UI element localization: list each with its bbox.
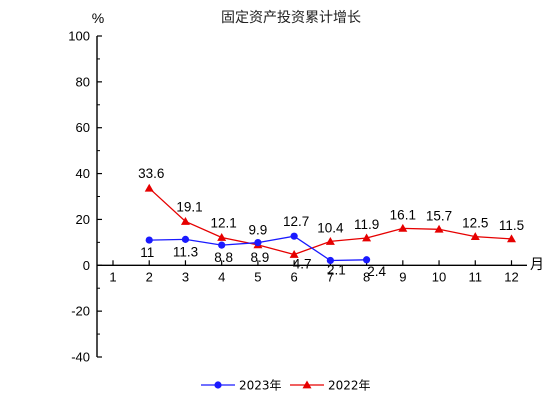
series-point bbox=[145, 236, 153, 244]
series-point bbox=[144, 183, 154, 192]
x-tick-label: 4 bbox=[218, 269, 225, 284]
series-point bbox=[289, 250, 299, 258]
data-label: 10.4 bbox=[317, 220, 344, 235]
data-label: 16.1 bbox=[390, 207, 416, 222]
y-axis-ticks: 100 80 60 40 20 0 -20 -40 bbox=[68, 29, 102, 365]
x-tick-label: 11 bbox=[469, 269, 483, 284]
data-label: 8.9 bbox=[251, 250, 270, 265]
x-tick-label: 5 bbox=[254, 269, 261, 284]
y-tick-label: 100 bbox=[68, 29, 90, 44]
series-point bbox=[362, 233, 372, 242]
series-point bbox=[507, 234, 516, 243]
series-point bbox=[326, 256, 334, 265]
y-tick-label: 20 bbox=[76, 212, 90, 227]
y-tick-label: 0 bbox=[83, 258, 90, 273]
x-tick-label: 2 bbox=[146, 269, 153, 284]
data-label: 9.9 bbox=[249, 223, 268, 238]
x-axis-ticks: 1 2 3 4 5 6 7 8 9 10 11 12 bbox=[109, 260, 519, 284]
series-point bbox=[362, 256, 371, 264]
x-tick-label: 8 bbox=[363, 269, 370, 284]
data-label: 2.1 bbox=[327, 262, 346, 277]
y-tick-label: 40 bbox=[76, 166, 90, 181]
y-tick-label: -20 bbox=[71, 304, 90, 319]
data-label: 2.4 bbox=[367, 264, 386, 279]
data-label: 33.6 bbox=[138, 166, 164, 181]
plot-series bbox=[144, 183, 516, 265]
series-point bbox=[290, 232, 298, 240]
data-label: 11.3 bbox=[173, 244, 198, 259]
legend-label: 2023年 bbox=[239, 379, 282, 393]
legend: 2023年 2022年 bbox=[201, 379, 371, 393]
series-point bbox=[398, 223, 408, 232]
data-label: 15.7 bbox=[426, 208, 452, 223]
y-tick-label: 60 bbox=[76, 120, 90, 135]
data-label: 4.7 bbox=[293, 257, 312, 272]
series-point bbox=[254, 238, 262, 247]
data-label: 8.8 bbox=[214, 250, 233, 265]
data-label: 19.1 bbox=[176, 199, 202, 214]
data-labels: 33.6 19.1 12.1 8.9 4.7 10.4 11.9 16.1 15.7 12.5 11… bbox=[138, 166, 524, 279]
data-label: 11 bbox=[140, 245, 154, 260]
series-point bbox=[325, 236, 335, 245]
x-tick-label: 1 bbox=[109, 269, 116, 284]
x-tick-label: 6 bbox=[291, 269, 298, 284]
x-tick-label: 9 bbox=[399, 269, 406, 284]
legend-marker bbox=[302, 380, 312, 389]
x-tick-label: 12 bbox=[504, 269, 518, 284]
data-label: 11.9 bbox=[354, 217, 379, 232]
y-tick-label: -40 bbox=[71, 350, 90, 365]
data-label: 11.5 bbox=[499, 218, 524, 233]
series-point bbox=[180, 216, 190, 225]
series-point bbox=[181, 235, 190, 243]
y-axis-unit: % bbox=[92, 10, 104, 26]
x-tick-label: 3 bbox=[182, 269, 189, 284]
series-point bbox=[217, 233, 227, 241]
x-tick-label: 10 bbox=[432, 269, 446, 284]
series-point bbox=[434, 224, 444, 233]
data-label: 12.5 bbox=[462, 216, 488, 231]
y-tick-label: 80 bbox=[76, 74, 90, 89]
legend-label: 2022年 bbox=[328, 379, 371, 393]
series-point bbox=[218, 241, 226, 249]
x-axis-unit: 月 bbox=[530, 256, 544, 272]
chart-title: 固定资产投资累计增长 bbox=[221, 10, 361, 26]
series-point bbox=[470, 232, 480, 240]
axes bbox=[96, 36, 527, 357]
legend-marker bbox=[214, 381, 222, 389]
data-label: 12.7 bbox=[283, 214, 309, 229]
x-tick-label: 7 bbox=[327, 269, 334, 284]
data-label: 12.1 bbox=[211, 216, 237, 231]
